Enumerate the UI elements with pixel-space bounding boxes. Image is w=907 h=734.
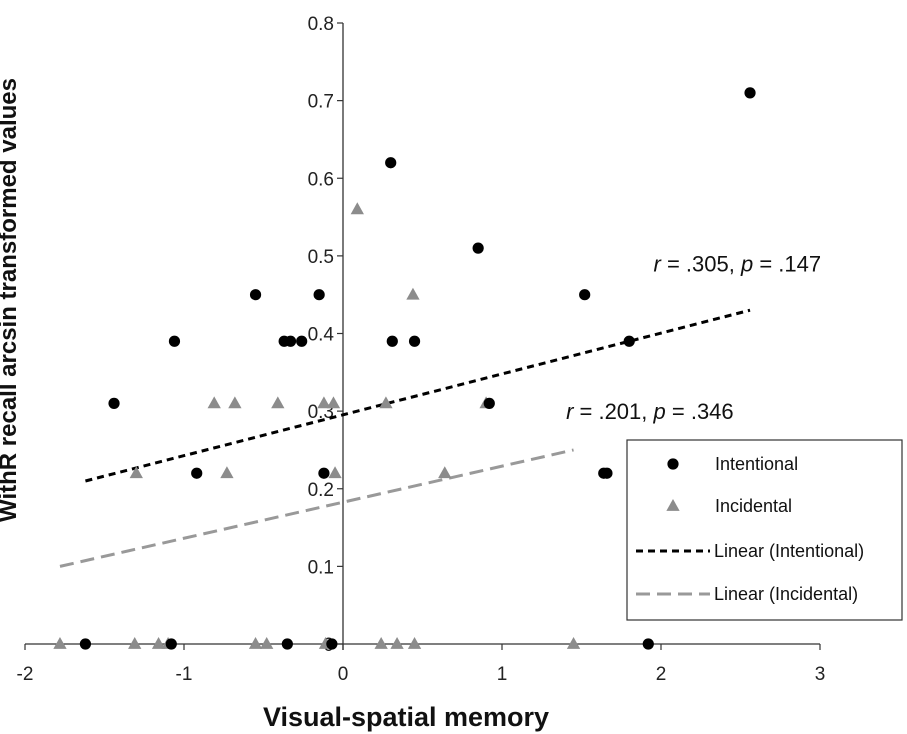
incidental-point (248, 637, 263, 649)
incidental-point (128, 637, 142, 649)
intentional-point (318, 467, 330, 479)
x-tick-label: -1 (176, 664, 193, 685)
intentional-point (168, 335, 181, 347)
y-tick-label: 0.6 (308, 169, 334, 190)
y-tick-labels: 00.10.20.30.40.50.60.70.8 (308, 14, 343, 656)
legend-label-linear-incidental: Linear (Incidental) (714, 584, 858, 604)
legend-marker-incidental (666, 499, 680, 511)
x-tick-label: 3 (815, 664, 826, 685)
legend-marker-intentional (667, 458, 679, 470)
trendline-linear-incidental (59, 448, 574, 568)
incidental-point (207, 396, 221, 409)
legend-label-linear-intentional: Linear (Intentional) (714, 541, 864, 561)
data-points (53, 87, 756, 650)
intentional-point (385, 157, 397, 169)
incidental-point (407, 637, 422, 649)
intentional-point (472, 242, 484, 254)
intentional-point (744, 87, 756, 99)
intentional-point (249, 289, 262, 301)
incidental-point (374, 637, 388, 649)
x-tick-label: 0 (338, 664, 349, 685)
intentional-point (483, 397, 495, 409)
incidental-point (328, 466, 342, 479)
y-tick-label: 0.8 (308, 14, 334, 35)
incidental-point (390, 637, 404, 649)
intentional-point (191, 467, 203, 479)
intentional-point (313, 289, 325, 301)
x-tick-label: -2 (17, 664, 34, 685)
correlation-annotation: r = .201, p = .346 (566, 399, 734, 424)
incidental-point (379, 396, 393, 409)
intentional-point (642, 638, 654, 650)
intentional-point (296, 335, 308, 347)
legend-label-incidental: Incidental (715, 496, 792, 516)
intentional-point (108, 397, 120, 409)
y-tick-label: 0.5 (308, 247, 334, 268)
correlation-annotation: r = .305, p = .147 (654, 252, 822, 277)
intentional-point (284, 335, 297, 347)
y-tick-label: 0.4 (308, 325, 335, 346)
x-axis-label: Visual-spatial memory (263, 702, 549, 732)
incidental-point (53, 637, 67, 649)
annotations: r = .305, p = .147 r = .201, p = .346 (566, 252, 821, 424)
y-tick-label: 0.1 (308, 557, 334, 578)
trendlines (59, 308, 751, 568)
intentional-point (165, 638, 177, 650)
incidental-point (228, 396, 242, 409)
incidental-point (566, 637, 581, 649)
incidental-point (438, 466, 452, 479)
y-tick-label: 0.2 (308, 480, 334, 501)
intentional-point (386, 335, 398, 347)
intentional-point (79, 638, 92, 650)
intentional-point (326, 638, 338, 650)
incidental-point (317, 396, 331, 409)
incidental-point (350, 202, 364, 215)
incidental-point (271, 396, 285, 409)
legend-box (626, 439, 903, 621)
x-tick-labels: -2 -1 0 1 2 3 (17, 644, 826, 685)
y-tick-label: 0.7 (308, 92, 334, 113)
incidental-point (151, 637, 166, 649)
x-tick-label: 1 (497, 664, 508, 685)
incidental-point (406, 287, 420, 300)
intentional-point (623, 335, 635, 347)
legend-label-intentional: Intentional (715, 454, 798, 474)
incidental-point (220, 466, 234, 479)
intentional-point (281, 638, 293, 650)
incidental-point (326, 396, 341, 409)
legend: Intentional Incidental Linear (Intentional… (626, 439, 903, 621)
y-axis-label: WithR recall arcsin transformed values (0, 78, 22, 522)
intentional-point (601, 467, 613, 479)
x-tick-label: 2 (656, 664, 667, 685)
incidental-point (129, 466, 143, 479)
intentional-point (408, 335, 421, 347)
trendline-linear-intentional (85, 308, 751, 483)
incidental-point (260, 637, 274, 649)
intentional-point (579, 289, 591, 301)
